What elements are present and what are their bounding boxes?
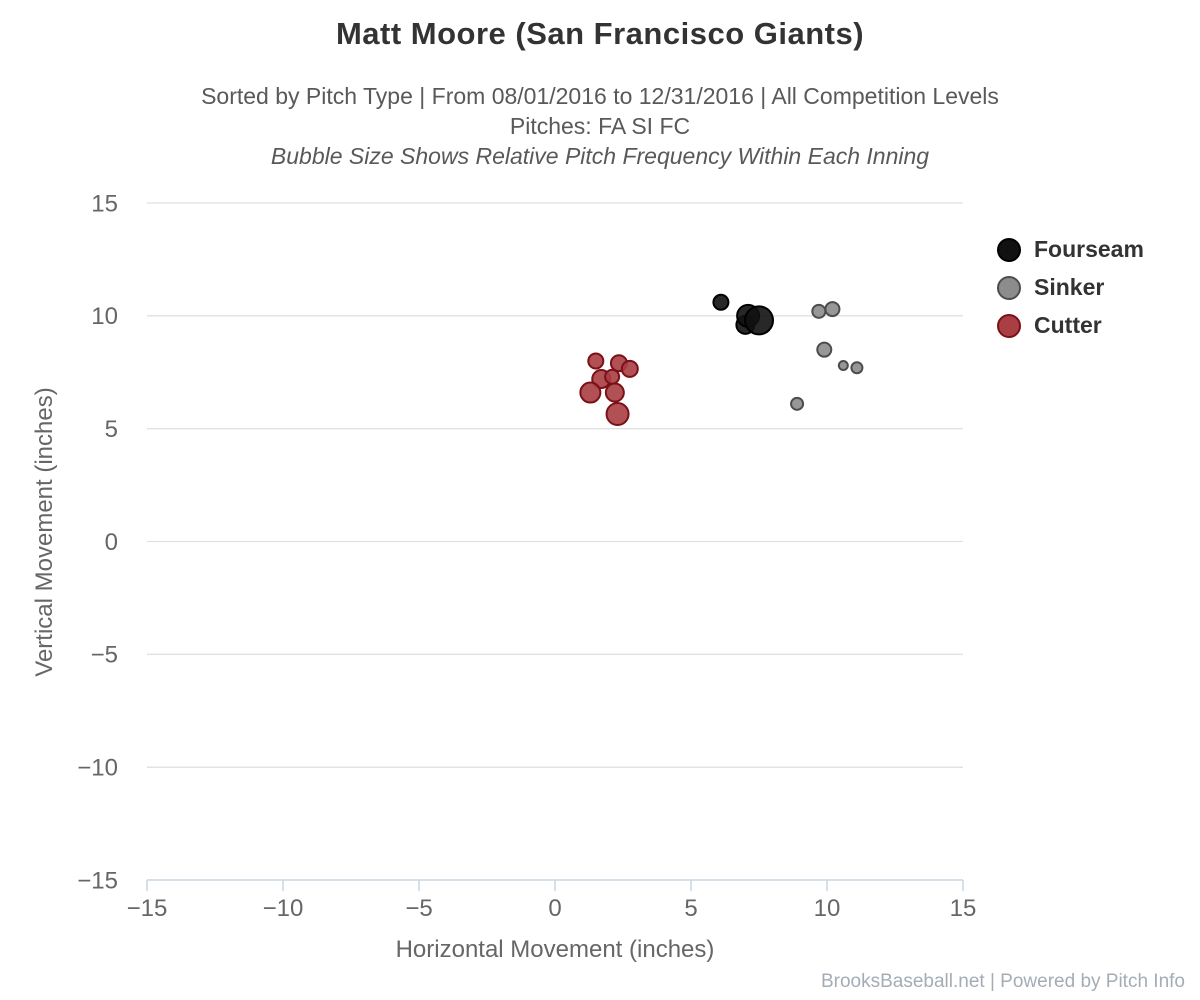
legend-swatch-fourseam-icon	[997, 237, 1021, 262]
chart-title: Matt Moore (San Francisco Giants)	[335, 16, 865, 51]
x-tick-label-15: 15	[950, 895, 977, 922]
legend-swatch-cutter-icon	[997, 313, 1021, 338]
legend-item-sinker[interactable]: Sinker	[997, 274, 1144, 301]
data-point-cutter	[587, 352, 605, 370]
x-tick-label-0: 0	[548, 895, 561, 922]
pitches-line: Pitches: FA SI FC	[509, 113, 691, 139]
y-tick-label-5: 5	[105, 416, 118, 443]
data-point-sinker	[837, 359, 849, 371]
x-tick-label--5: −5	[405, 895, 432, 922]
data-point-sinker	[811, 303, 827, 319]
legend-item-fourseam[interactable]: Fourseam	[997, 236, 1144, 263]
y-tick-label-10: 10	[91, 303, 118, 330]
data-point-fourseam	[712, 293, 730, 311]
legend-label-fourseam: Fourseam	[1034, 236, 1144, 262]
legend-item-cutter[interactable]: Cutter	[997, 312, 1144, 339]
data-points	[579, 293, 864, 426]
legend-label-cutter: Cutter	[1034, 312, 1102, 338]
y-tick-label--15: −15	[77, 867, 118, 894]
legend-swatch-sinker-icon	[997, 275, 1021, 300]
chart-subtitle: Sorted by Pitch Type | From 08/01/2016 t…	[201, 83, 999, 109]
y-tick-label-0: 0	[105, 529, 118, 556]
data-point-cutter	[579, 381, 602, 404]
data-point-fourseam	[744, 305, 774, 336]
y-tick-label--10: −10	[77, 755, 118, 782]
data-point-sinker	[790, 396, 805, 411]
credit-line: BrooksBaseball.net | Powered by Pitch In…	[820, 971, 1185, 992]
x-tick-label-5: 5	[684, 895, 697, 922]
axis-tick-labels: −15 −10 −5 0 5 10 15 −15 −10 −5 0 5 10 15	[77, 190, 976, 922]
data-point-cutter	[605, 401, 630, 426]
data-point-cutter	[620, 359, 639, 378]
bubble-size-note: Bubble Size Shows Relative Pitch Frequen…	[270, 143, 930, 169]
x-tick-label--15: −15	[127, 895, 168, 922]
x-tick-label-10: 10	[814, 895, 841, 922]
x-tick-label--10: −10	[263, 895, 304, 922]
y-tick-label-15: 15	[91, 190, 118, 217]
x-axis-line	[146, 879, 964, 891]
data-point-sinker	[816, 341, 833, 358]
data-point-sinker	[850, 361, 864, 375]
gridlines	[147, 202, 963, 768]
y-axis-title: Vertical Movement (inches)	[31, 387, 58, 677]
x-axis-title: Horizontal Movement (inches)	[395, 936, 715, 963]
data-point-sinker	[824, 301, 841, 318]
legend-label-sinker: Sinker	[1034, 274, 1105, 300]
legend: Fourseam Sinker Cutter	[997, 236, 1144, 350]
data-point-cutter	[604, 382, 625, 403]
y-tick-label--5: −5	[91, 642, 118, 669]
